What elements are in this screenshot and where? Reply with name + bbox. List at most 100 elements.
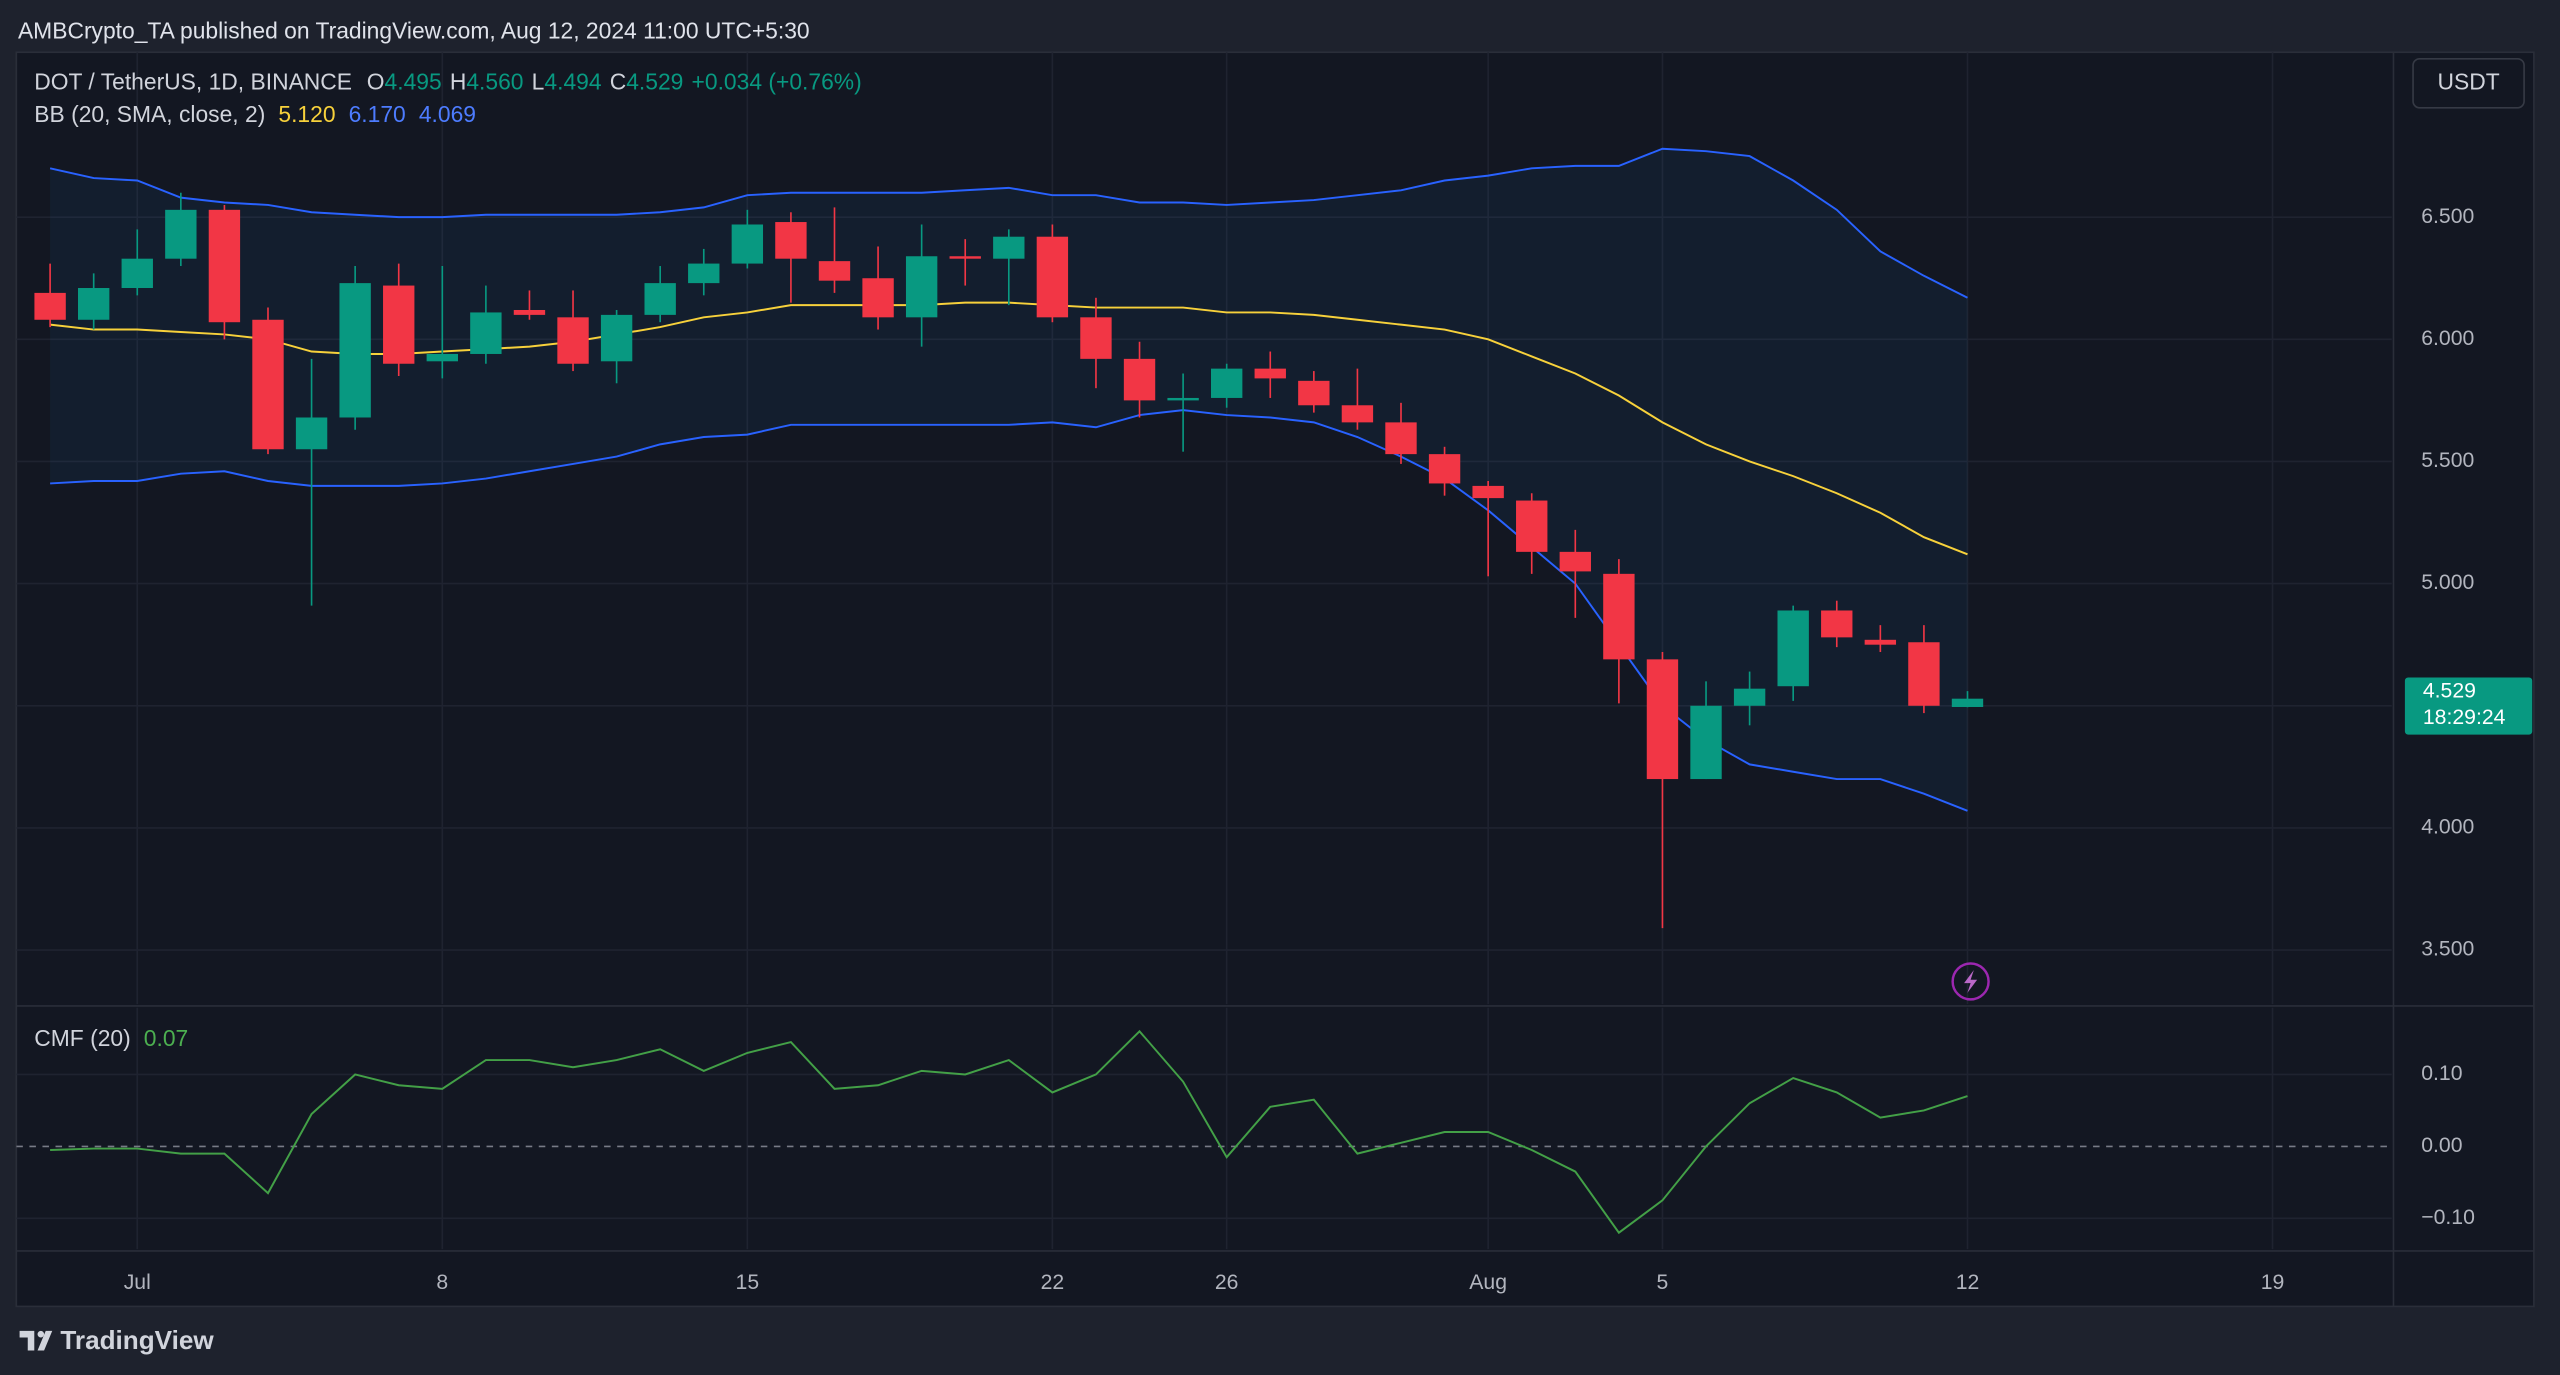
tv-logo-dot [37,1330,45,1338]
candle-body [1341,405,1374,423]
candle-body [1210,368,1243,398]
candle-body [1167,397,1199,401]
currency-label[interactable]: USDT [2437,68,2499,94]
candle-body [862,278,894,318]
x-tick-label: 15 [736,1271,760,1294]
candle-body [731,224,764,264]
y-tick-label: 0.10 [2421,1062,2462,1085]
candle-body [1733,688,1766,706]
candle-body [1123,358,1156,401]
candle-body [339,283,371,418]
candle-body [600,314,633,362]
chart-frame [15,51,2535,1308]
candle-body [1690,705,1722,780]
y-tick-label: 6.000 [2421,327,2474,350]
ohlc-value: 4.495 [385,68,442,94]
y-tick-label: 5.000 [2421,571,2474,594]
x-tick-label: 12 [1956,1271,1980,1294]
candle-body [1559,551,1591,572]
symbol-legend: DOT / TetherUS, 1D, BINANCE O4.495 H4.560 L… [34,68,861,94]
ohlc-key: H [450,68,466,94]
candle-body [77,288,110,320]
cmf-value: 0.07 [144,1025,188,1051]
tv-logo-text: TradingView [60,1325,214,1355]
candle-body [1428,454,1461,484]
candle-body [1646,659,1679,780]
bb-title: BB (20, SMA, close, 2) [34,101,265,127]
candle-body [644,283,676,315]
y-tick-label: 3.500 [2421,938,2474,961]
candle-body [1080,317,1112,359]
x-tick-label: 19 [2261,1271,2285,1294]
bb-legend: BB (20, SMA, close, 2) 5.120 6.170 4.069 [34,101,476,127]
countdown-label: 18:29:24 [2423,706,2506,729]
y-tick-label: 5.500 [2421,449,2474,472]
candle-body [1385,422,1417,455]
candle-body [949,256,981,259]
candle-body [1472,485,1504,499]
cmf-title: CMF (20) [34,1025,130,1051]
candle-body [1821,610,1853,638]
y-tick-label: 0.00 [2421,1134,2462,1157]
x-tick-label: Jul [124,1271,151,1294]
y-tick-label: 4.000 [2421,816,2474,839]
candle-body [426,353,458,362]
candle-body [208,209,241,323]
price-pane [16,52,2392,1005]
ohlc-key: C [610,68,626,94]
candle-body [1908,642,1940,706]
candle-body [513,309,546,315]
candle-body [165,209,197,259]
bb-value: 4.069 [419,101,476,127]
x-tick-label: 5 [1657,1271,1669,1294]
y-tick-label: 6.500 [2421,205,2474,228]
candle-body [1864,639,1897,645]
publish-header: AMBCrypto_TA published on TradingView.co… [18,18,810,44]
x-tick-label: 26 [1215,1271,1239,1294]
candle-body [1777,610,1809,687]
bb-line [49,147,1968,299]
candle-body [383,285,415,364]
candle-body [252,319,284,450]
ohlc-value: 4.560 [466,68,523,94]
candle-body [1298,380,1330,406]
candle-body [993,236,1025,259]
cmf-pane [16,1007,2392,1250]
candle-body [1603,573,1635,660]
candle-body [1036,236,1069,318]
ohlc-key: L [532,68,545,94]
alert-icon[interactable] [1951,962,1990,1001]
x-tick-label: 8 [436,1271,448,1294]
bb-value: 6.170 [349,101,406,127]
tv-logo: TradingView [19,1325,214,1355]
y-tick-label: −0.10 [2421,1206,2475,1229]
candle-body [1254,368,1286,379]
candle-body [688,263,720,284]
ohlc-value: 4.529 [626,68,683,94]
candle-body [557,317,589,364]
bb-value: 5.120 [278,101,335,127]
candle-body [1516,500,1548,552]
cmf-legend: CMF (20) 0.07 [34,1025,188,1051]
change-value: +0.034 (+0.76%) [692,68,862,94]
cmf-line [50,1029,1968,1235]
x-tick-label: 22 [1041,1271,1065,1294]
candle-body [34,292,66,320]
usdt-button[interactable]: USDT [2412,57,2525,109]
symbol-title: DOT / TetherUS, 1D, BINANCE [34,68,352,94]
x-tick-label: Aug [1469,1271,1507,1294]
ohlc-value: 4.494 [544,68,601,94]
ohlc-key: O [367,68,385,94]
candle-body [470,312,502,354]
last-price-label: 4.529 [2423,680,2476,703]
last-price-tag [2404,677,2533,735]
candle-body [1951,698,1984,707]
tv-logo-mark [19,1330,53,1351]
candle-body [818,261,851,281]
candle-body [775,222,807,259]
candle-body [121,258,153,289]
candle-body [905,256,938,318]
currency-button[interactable] [2412,57,2525,109]
